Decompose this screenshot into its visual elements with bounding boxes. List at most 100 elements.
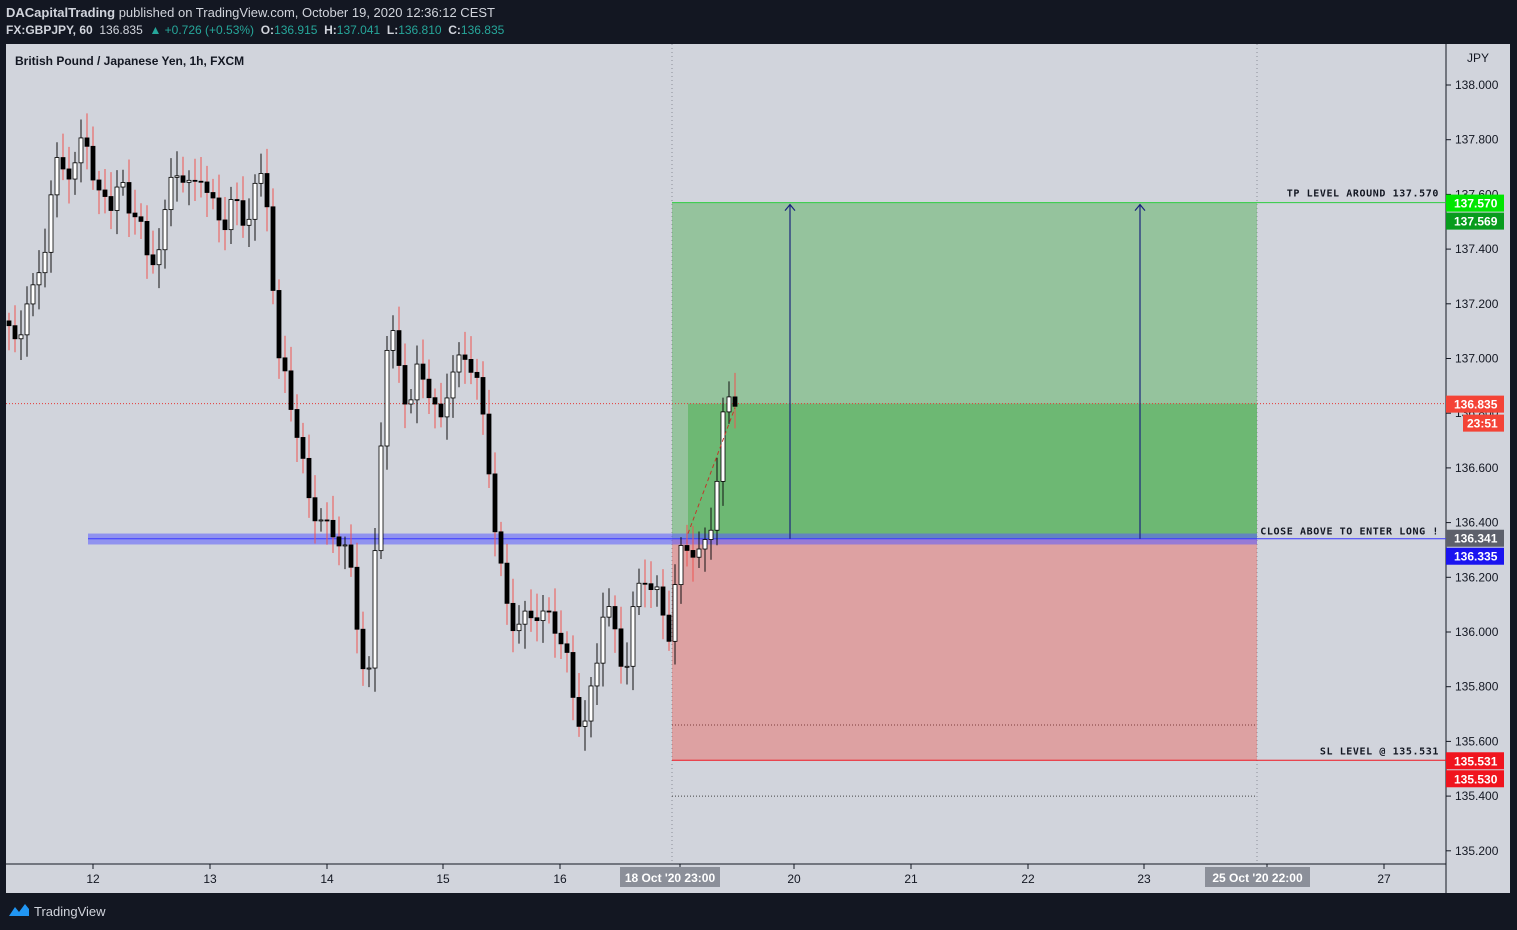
candle — [156, 228, 162, 289]
candle-body — [522, 610, 528, 625]
price-tag-label: 137.569 — [1454, 215, 1498, 229]
candle — [246, 198, 252, 248]
candle-body — [24, 303, 30, 336]
candle — [384, 335, 390, 470]
price-tag[interactable]: 136.335 — [1446, 547, 1504, 565]
target-arrow-head — [1134, 203, 1146, 211]
candle-body — [96, 179, 102, 191]
candle — [168, 158, 174, 227]
price-axis[interactable] — [1446, 44, 1510, 893]
candle-body — [636, 582, 642, 608]
candle — [288, 346, 294, 422]
candle — [468, 336, 474, 385]
target-arrow-head — [784, 203, 796, 211]
price-tag-label: 136.341 — [1454, 532, 1498, 546]
candle-body — [666, 614, 672, 642]
price-chart[interactable]: British Pound / Japanese Yen, 1h, FXCM J… — [0, 44, 1517, 893]
candle-body — [174, 175, 180, 178]
candle-body — [732, 396, 738, 407]
candle — [690, 525, 696, 582]
candle — [390, 315, 396, 369]
candle — [348, 524, 354, 577]
price-tag-label: 135.531 — [1454, 754, 1498, 768]
candle-body — [90, 145, 96, 181]
price-tag-bg — [1446, 529, 1504, 547]
last-price: 136.835 — [99, 23, 143, 37]
candle-body — [642, 582, 648, 585]
price-tag[interactable]: 137.570 — [1446, 194, 1504, 212]
price-tick-label: 137.000 — [1455, 352, 1499, 366]
stop-zone[interactable] — [672, 538, 1257, 761]
candle — [486, 389, 492, 489]
candle-body — [456, 354, 462, 373]
candle-body — [282, 357, 288, 372]
candle — [654, 575, 660, 607]
candle — [624, 642, 630, 685]
price-tag[interactable]: 135.531 — [1446, 752, 1504, 770]
candle-body — [648, 583, 654, 591]
price-tag[interactable]: 137.569 — [1446, 212, 1504, 230]
candle-body — [588, 685, 594, 722]
candle-body — [432, 397, 438, 405]
candle — [534, 593, 540, 642]
candle-body — [108, 196, 114, 211]
open-label: O: — [260, 23, 275, 37]
time-range-label[interactable]: 18 Oct '20 23:00 — [620, 867, 720, 887]
candle-body — [384, 349, 390, 447]
candle-body — [672, 584, 678, 642]
candle-body — [528, 610, 534, 619]
candle-body — [138, 216, 144, 222]
candle — [216, 174, 222, 243]
price-tick-label: 137.800 — [1455, 133, 1499, 147]
tp-annotation[interactable]: TP LEVEL AROUND 137.570 — [1287, 189, 1439, 200]
candle — [102, 168, 108, 214]
candle-body — [360, 628, 366, 670]
candle-body — [144, 220, 150, 256]
close-label: C: — [448, 23, 461, 37]
candle — [588, 676, 594, 738]
candle — [222, 196, 228, 251]
price-tag-label: 136.335 — [1454, 550, 1498, 564]
candle — [204, 165, 210, 217]
candle — [12, 305, 18, 353]
candle-body — [204, 181, 210, 193]
tradingview-brand[interactable]: TradingView — [34, 904, 106, 919]
price-tick-label: 136.200 — [1455, 570, 1499, 584]
candle-body — [378, 445, 384, 552]
candle-body — [534, 617, 540, 622]
candle-body — [474, 371, 480, 378]
candle-body — [354, 566, 360, 630]
candle — [90, 126, 96, 190]
sl-annotation[interactable]: SL LEVEL @ 135.531 — [1320, 746, 1439, 757]
candle-body — [36, 272, 42, 286]
price-tag[interactable]: 135.530 — [1446, 770, 1504, 788]
time-range-label-bg — [1205, 867, 1310, 887]
candle-body — [186, 179, 192, 183]
entry-annotation[interactable]: CLOSE ABOVE TO ENTER LONG ! — [1260, 527, 1439, 538]
time-range-label[interactable]: 25 Oct '20 22:00 — [1205, 867, 1310, 887]
candle-body — [252, 182, 258, 220]
candle — [360, 611, 366, 686]
candle — [108, 172, 114, 230]
publisher-name[interactable]: DACapitalTrading — [6, 5, 116, 20]
candle-body — [678, 545, 684, 586]
candle — [66, 146, 72, 204]
candle — [636, 568, 642, 615]
candle-body — [390, 330, 396, 351]
candle-body — [168, 176, 174, 211]
candle-body — [552, 611, 558, 634]
price-tag-bg — [1446, 194, 1504, 212]
tradingview-logo-icon[interactable] — [8, 902, 30, 918]
candle — [342, 536, 348, 570]
time-range-label-text: 18 Oct '20 23:00 — [625, 871, 716, 885]
current-price-tag[interactable]: 136.835 23:51 — [1446, 395, 1504, 432]
candle — [264, 148, 270, 232]
candle-body — [240, 200, 246, 226]
price-tag[interactable]: 136.341 — [1446, 529, 1504, 547]
candle — [324, 502, 330, 545]
candle-body — [402, 365, 408, 405]
price-tick-label: 138.000 — [1455, 78, 1499, 92]
candle — [612, 595, 618, 653]
candle-body — [618, 628, 624, 667]
candle-body — [162, 209, 168, 251]
